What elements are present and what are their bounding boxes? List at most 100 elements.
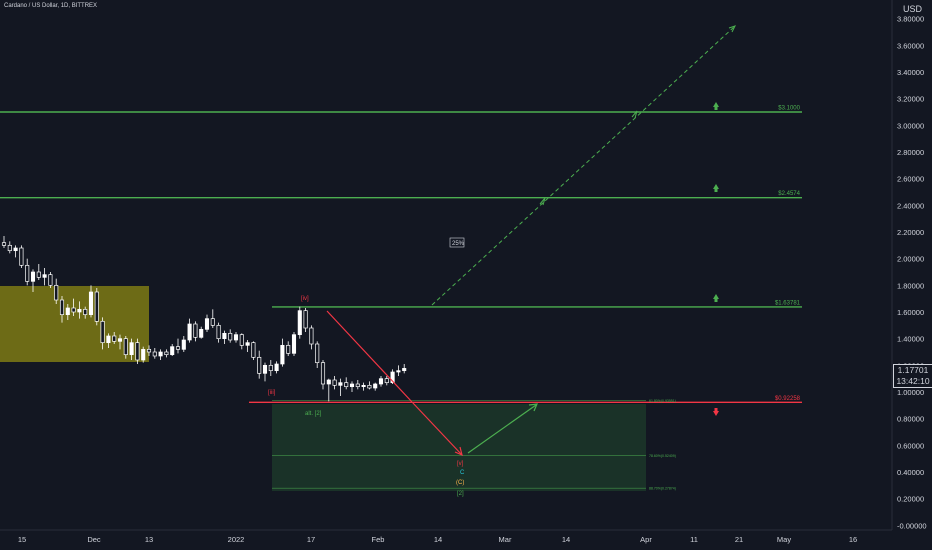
- candle-body: [349, 383, 355, 388]
- candle-body: [193, 323, 198, 338]
- candle-body: [199, 328, 204, 338]
- candle-body: [355, 383, 360, 388]
- x-tick-label: Feb: [372, 535, 385, 544]
- candle-body: [152, 351, 157, 357]
- x-tick-label: May: [777, 535, 791, 544]
- candle-body: [315, 343, 320, 364]
- x-tick-label: 11: [690, 535, 698, 544]
- last-price: 1.17701: [897, 365, 929, 375]
- y-tick-label: 2.40000: [897, 201, 924, 210]
- candle-body: [320, 362, 326, 385]
- candle-body: [361, 384, 366, 388]
- x-tick-label: 17: [307, 535, 315, 544]
- green-arrowhead: [528, 403, 538, 412]
- x-tick-label: 13: [145, 535, 153, 544]
- candle-body: [251, 342, 256, 358]
- y-tick-label: 0.20000: [897, 495, 924, 504]
- candle-body: [54, 284, 59, 301]
- green-path: [467, 404, 537, 454]
- symbol-title: Cardano / US Dollar, 1D, BITTREX: [4, 3, 98, 9]
- y-tick-label: 2.60000: [897, 175, 924, 184]
- candle-body: [77, 308, 82, 313]
- bar-countdown: 13:42:10: [896, 376, 930, 386]
- candle-body: [7, 244, 12, 252]
- candle-body: [129, 342, 134, 356]
- green-zone: [272, 404, 646, 491]
- candle-body: [141, 348, 146, 361]
- y-tick-label: -0.00000: [897, 521, 927, 530]
- wave-v: [v]: [457, 461, 464, 467]
- candle-body: [71, 307, 76, 313]
- x-tick-label: 16: [849, 535, 857, 544]
- candle-body: [48, 274, 53, 286]
- y-tick-label: 2.00000: [897, 255, 924, 264]
- fib-lines: 61.80%(0.93551) 78.60%(0.52409) 88.70%(0.2…: [272, 399, 676, 491]
- level-label: $0.92258: [775, 396, 801, 402]
- candle-body: [257, 356, 262, 374]
- x-tick-label: Mar: [499, 535, 512, 544]
- wave-2: [2]: [457, 491, 464, 497]
- candle-body: [344, 382, 349, 388]
- y-tick-label: 1.00000: [897, 388, 924, 397]
- y-axis-ticks: 3.80000 3.60000 3.40000 3.20000 3.00000 2.800…: [897, 15, 927, 531]
- candle-body: [303, 310, 308, 329]
- x-tick-label: 15: [18, 535, 26, 544]
- y-tick-label: 1.80000: [897, 281, 924, 290]
- red-path-2: [411, 401, 463, 456]
- y-tick-label: 3.00000: [897, 121, 924, 130]
- y-tick-label: 1.40000: [897, 335, 924, 344]
- fib-label: 61.80%(0.93551): [649, 399, 676, 403]
- candle-body: [164, 351, 169, 356]
- y-tick-label: 3.60000: [897, 41, 924, 50]
- x-tick-label: 21: [735, 535, 743, 544]
- candle-body: [88, 291, 94, 316]
- candle-body: [13, 247, 18, 252]
- level-label: $2.4574: [778, 191, 800, 197]
- candles: [1, 236, 407, 402]
- y-tick-label: 3.80000: [897, 15, 924, 24]
- wave-iv: [iv]: [301, 296, 309, 302]
- y-tick-label: 1.60000: [897, 308, 924, 317]
- candle-body: [280, 344, 285, 365]
- target-up-arrows: [713, 102, 719, 416]
- candle-body: [233, 334, 239, 341]
- wave-c: C: [460, 470, 465, 476]
- candle-body: [94, 291, 99, 322]
- wave-labels: [iv] [iii] alt. [2] [v] C (C) [2]: [268, 296, 465, 497]
- candle-body: [112, 335, 117, 342]
- level-lines: $3.1000 $2.4574 $1.63781 $0.92258: [0, 106, 802, 404]
- pct-annotation: 25%: [452, 241, 465, 247]
- candle-body: [146, 348, 152, 353]
- down-arrow-icon: [713, 408, 719, 416]
- wave-alt-2: alt. [2]: [305, 411, 322, 417]
- x-tick-label: 14: [562, 535, 570, 544]
- x-tick-label: 14: [434, 535, 442, 544]
- candle-body: [175, 346, 181, 350]
- y-tick-label: 0.60000: [897, 441, 924, 450]
- candle-body: [291, 334, 297, 354]
- dashed-target-path: [431, 26, 735, 306]
- y-tick-label: 2.20000: [897, 228, 924, 237]
- x-axis-ticks: 15 Dec 13 2022 17 Feb 14 Mar 14 Apr 11 21 May 16: [18, 535, 857, 544]
- candle-body: [396, 370, 401, 373]
- candle-body: [216, 324, 221, 340]
- candle-body: [326, 379, 331, 385]
- x-tick-label: 2022: [228, 535, 245, 544]
- red-arrowhead: [454, 446, 463, 457]
- candle-body: [83, 308, 88, 316]
- candle-body: [373, 383, 378, 389]
- y-tick-label: 3.40000: [897, 68, 924, 77]
- candle-body: [239, 334, 244, 346]
- candle-body: [36, 271, 41, 278]
- dash-chevron-2: [631, 110, 638, 119]
- last-price-tag: 1.17701 13:42:10: [893, 364, 932, 388]
- candle-body: [309, 327, 314, 345]
- y-tick-label: 3.20000: [897, 95, 924, 104]
- candle-body: [19, 247, 24, 266]
- candle-body: [158, 351, 163, 357]
- candle-body: [59, 299, 65, 316]
- dash-chevron-1: [539, 197, 546, 206]
- candle-body: [268, 364, 273, 372]
- up-arrow-icon: [713, 102, 719, 110]
